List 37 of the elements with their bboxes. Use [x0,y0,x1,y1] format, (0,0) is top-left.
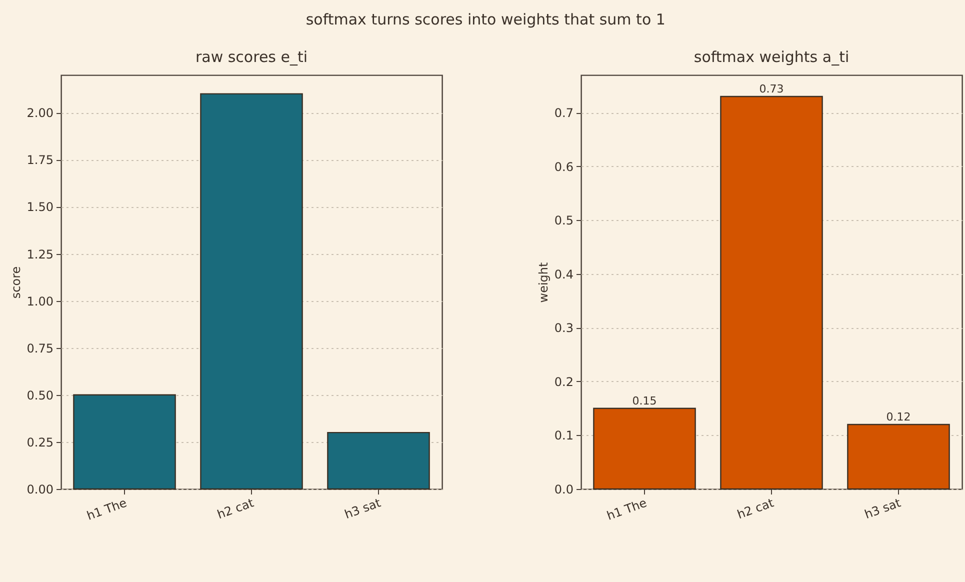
y-tick-label: 0.25 [26,435,54,450]
y-tick-label: 2.00 [26,106,54,120]
y-tick-label: 0.4 [554,267,574,282]
y-axis-title: weight [536,262,550,303]
bar [200,93,303,490]
bar [720,96,823,490]
y-tick-label: 0.5 [554,214,574,228]
y-tick-label: 0.0 [554,482,574,496]
data-label: 0.73 [759,82,784,96]
bar [73,394,176,490]
x-tick-label: h3 sat [342,496,383,522]
x-tick-label: h2 cat [215,496,256,522]
y-tick-label: 0.7 [554,106,574,120]
x-tick-label: h1 The [84,496,129,523]
bar [847,424,950,490]
x-tick-label: h1 The [604,496,649,523]
x-tick-label: h3 sat [862,496,903,522]
y-tick-label: 0.75 [26,341,54,356]
x-tick-label: h2 cat [735,496,776,522]
y-tick-label: 1.00 [26,294,54,308]
chart-title: softmax weights a_ti [694,48,850,66]
y-tick-label: 0.00 [26,482,54,496]
y-tick-label: 1.75 [26,153,54,168]
data-label: 0.12 [886,410,911,424]
data-label: 0.15 [632,394,657,408]
y-tick-label: 1.25 [26,247,54,262]
y-tick-label: 1.50 [26,200,54,214]
bar [593,408,696,490]
bar [327,432,430,490]
y-tick-label: 0.50 [26,388,54,402]
y-tick-label: 0.3 [554,321,574,336]
chart-title: raw scores e_ti [195,48,308,66]
y-tick-label: 0.2 [554,374,574,389]
y-tick-label: 0.6 [554,160,574,174]
text: softmax turns scores into weights that sum to 1 [306,10,666,28]
y-tick-label: 0.1 [554,428,574,443]
y-axis-title: score [8,266,23,299]
